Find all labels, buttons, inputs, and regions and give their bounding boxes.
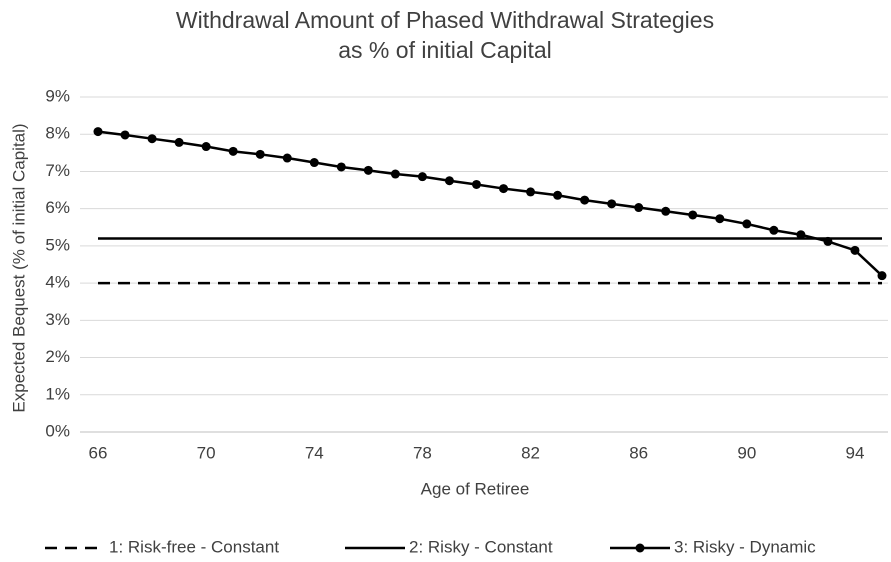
point [742,219,752,229]
point [390,169,400,179]
x-axis-label: Age of Retiree [421,479,530,498]
x-tick-label: 86 [629,443,648,462]
point [661,206,671,216]
y-tick-label: 8% [45,124,70,143]
point [309,158,319,168]
point [147,134,157,144]
y-axis-label: Expected Bequest (% of initial Capital) [9,123,28,412]
point [417,172,427,182]
point [228,146,238,156]
y-tick-label: 2% [45,347,70,366]
point [769,225,779,235]
point [282,153,292,163]
legend-marker [635,543,645,553]
chart-title: Withdrawal Amount of Phased Withdrawal S… [176,7,714,33]
point [688,210,698,220]
legend-label: 3: Risky - Dynamic [674,537,816,556]
point [471,179,481,189]
y-tick-label: 5% [45,235,70,254]
point [363,165,373,175]
point [93,127,103,137]
y-tick-label: 4% [45,273,70,292]
point [580,195,590,205]
point [174,137,184,147]
point [255,149,265,159]
x-tick-label: 70 [197,443,216,462]
point [850,245,860,255]
point [877,271,887,281]
x-tick-label: 94 [846,443,865,462]
chart-title: as % of initial Capital [338,37,552,63]
x-tick-label: 90 [737,443,756,462]
y-tick-label: 7% [45,161,70,180]
legend-label: 2: Risky - Constant [409,537,553,556]
point [499,184,509,194]
y-tick-label: 6% [45,198,70,217]
point [715,214,725,224]
y-tick-label: 9% [45,86,70,105]
point [553,190,563,200]
x-tick-label: 66 [89,443,108,462]
point [526,187,536,197]
legend-label: 1: Risk-free - Constant [109,537,279,556]
point [336,162,346,172]
x-tick-label: 74 [305,443,324,462]
point [444,176,454,186]
point [607,199,617,209]
point [634,203,644,213]
y-tick-label: 1% [45,384,70,403]
point [823,236,833,246]
x-tick-label: 82 [521,443,540,462]
series-line [97,130,883,277]
point [120,130,130,140]
x-tick-label: 78 [413,443,432,462]
y-tick-label: 3% [45,310,70,329]
point [201,142,211,152]
point [796,230,806,240]
y-tick-label: 0% [45,421,70,440]
